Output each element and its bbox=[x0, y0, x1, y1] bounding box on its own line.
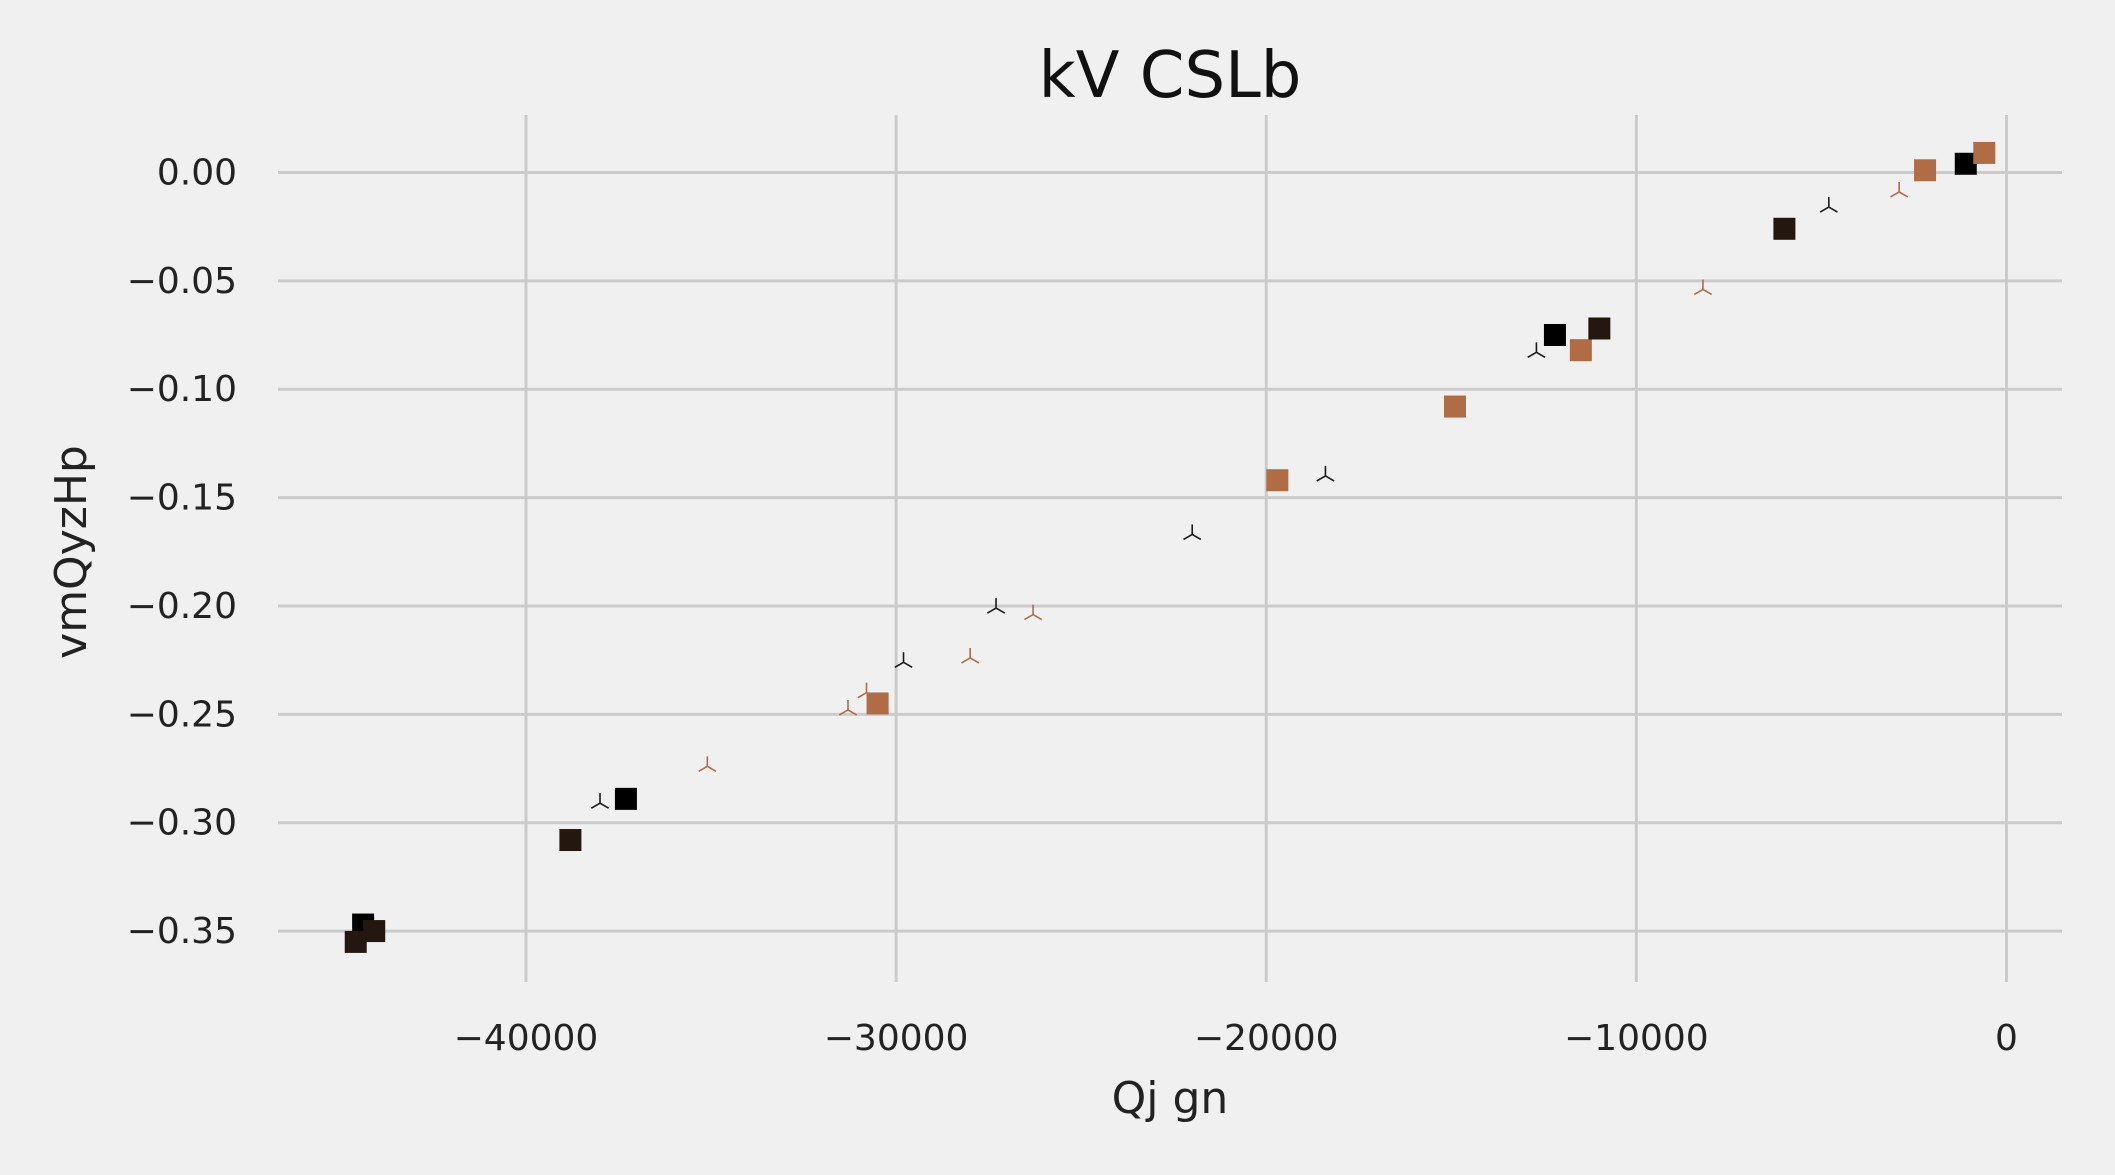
square-point bbox=[866, 692, 889, 715]
y-axis-label: vmQyzHp bbox=[46, 445, 97, 659]
y-tick-label: −0.25 bbox=[127, 694, 237, 735]
square-point bbox=[1773, 217, 1796, 240]
x-tick-label: −40000 bbox=[454, 1018, 599, 1059]
tri-point bbox=[698, 756, 717, 773]
square-point bbox=[559, 829, 582, 852]
tri-point bbox=[1527, 342, 1546, 359]
square-point bbox=[363, 920, 386, 943]
square-point bbox=[1588, 317, 1611, 340]
y-tick-label: −0.05 bbox=[127, 261, 237, 302]
square-point bbox=[1973, 141, 1996, 164]
tri-point bbox=[961, 647, 980, 664]
y-tick-label: −0.15 bbox=[127, 478, 237, 519]
grid bbox=[278, 115, 2062, 982]
square-point bbox=[1569, 339, 1592, 362]
square-point bbox=[1543, 324, 1566, 347]
tri-point bbox=[838, 699, 858, 716]
data-points bbox=[344, 141, 1996, 953]
tri-point bbox=[857, 682, 876, 699]
y-tick-label: −0.20 bbox=[127, 586, 237, 627]
tri-point bbox=[1693, 279, 1713, 296]
square-point bbox=[1266, 469, 1289, 492]
tri-point bbox=[1023, 604, 1043, 621]
y-tick-label: −0.35 bbox=[127, 911, 237, 952]
tri-point bbox=[894, 652, 913, 668]
square-point bbox=[1954, 152, 1977, 175]
y-tick-label: −0.30 bbox=[127, 803, 237, 844]
x-axis-label: Qj gn bbox=[1112, 1073, 1229, 1124]
y-tick-label: 0.00 bbox=[157, 152, 237, 193]
square-point bbox=[344, 930, 367, 953]
y-tick-label: −0.10 bbox=[127, 369, 237, 410]
x-tick-label: 0 bbox=[1995, 1018, 2018, 1059]
tri-point bbox=[590, 793, 610, 809]
tri-point bbox=[1316, 465, 1335, 482]
square-point bbox=[1914, 159, 1937, 182]
tick-labels: −40000 −30000 −20000 −10000 0 0.00 −0.05 −0.10 −… bbox=[127, 152, 2018, 1059]
square-point bbox=[1443, 395, 1466, 418]
x-tick-label: −20000 bbox=[1194, 1018, 1339, 1059]
tri-point bbox=[1819, 197, 1838, 213]
x-tick-label: −30000 bbox=[824, 1018, 969, 1059]
x-tick-label: −10000 bbox=[1564, 1018, 1709, 1059]
square-point bbox=[614, 787, 637, 810]
chart-title: kV CSLb bbox=[1039, 39, 1302, 113]
tri-point bbox=[1183, 524, 1202, 541]
tri-point bbox=[1890, 181, 1909, 198]
tri-point bbox=[986, 598, 1006, 614]
